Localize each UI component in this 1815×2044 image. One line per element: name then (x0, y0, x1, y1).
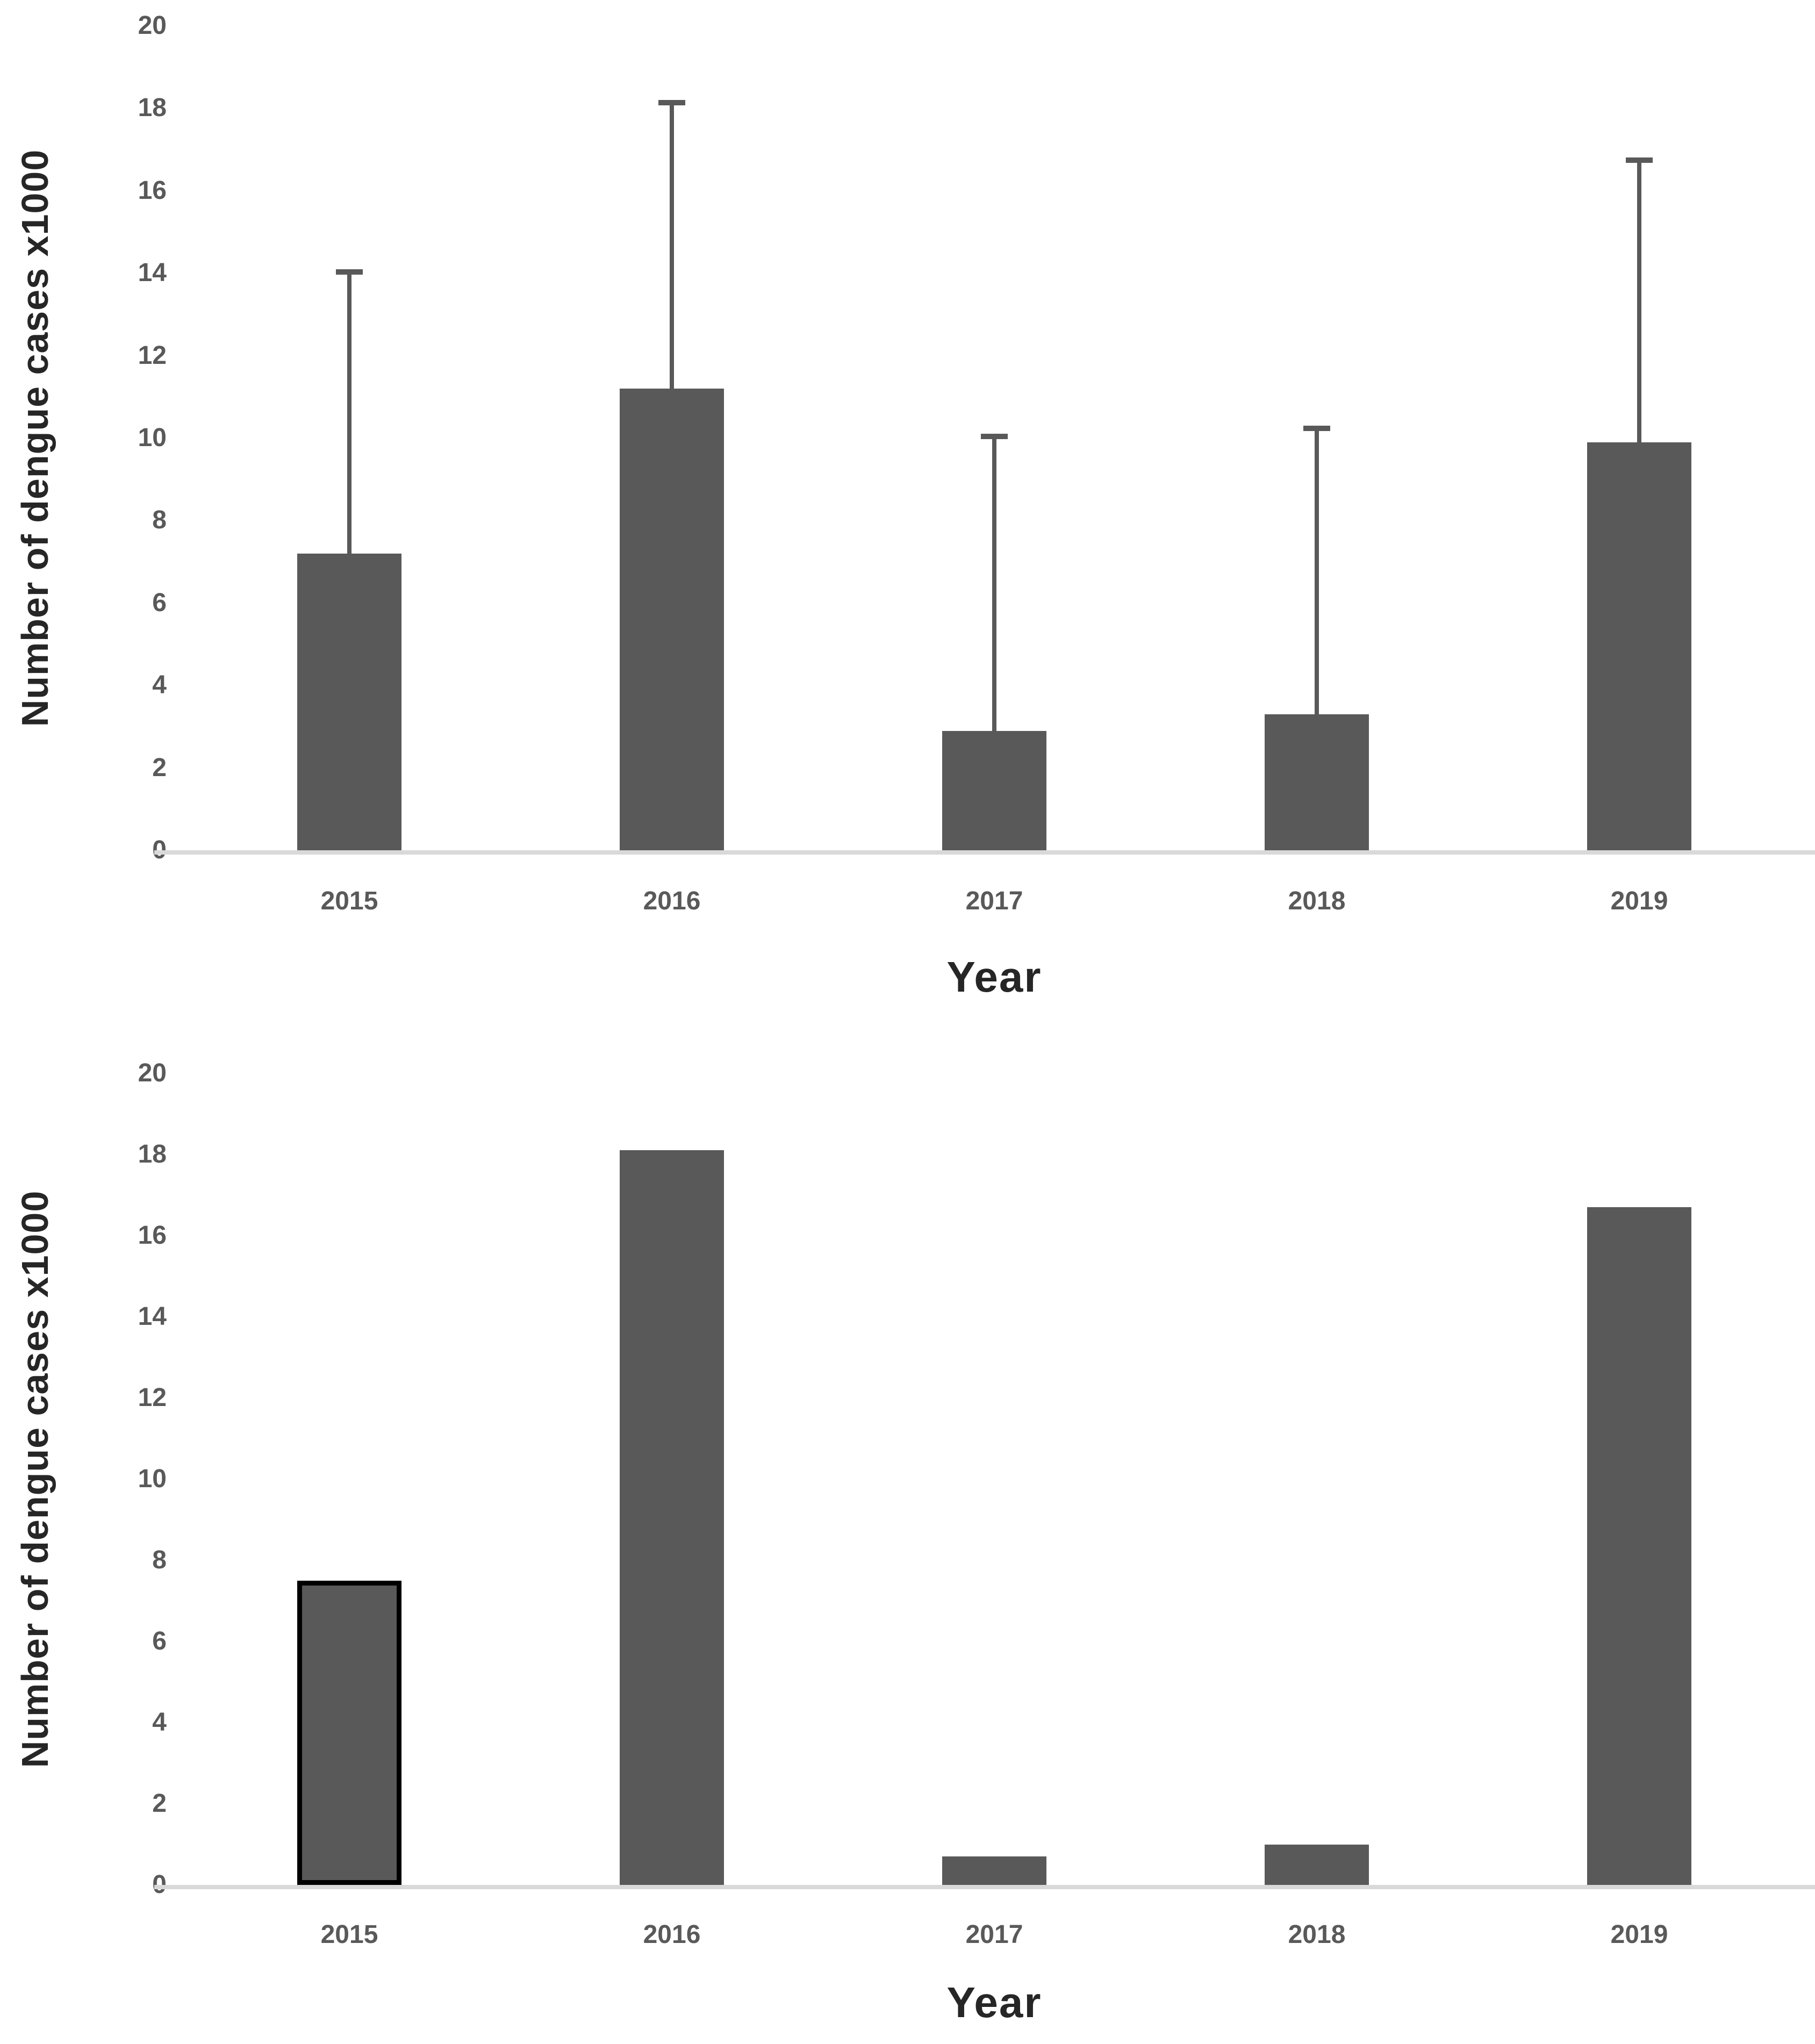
error-bar-cap-2017 (981, 434, 1008, 440)
y-tick-label: 0 (81, 835, 167, 865)
y-tick-label: 4 (152, 1708, 167, 1737)
y-tick-label: 10 (138, 424, 167, 452)
y-axis-title-top-chart: Number of dengue cases x1000 (14, 149, 56, 727)
y-tick-label: 18 (138, 94, 167, 123)
bar-2017 (942, 730, 1046, 850)
x-tick-label-2015: 2015 (320, 887, 378, 915)
x-tick-label-2015: 2015 (320, 1920, 378, 1949)
bar-2018 (1265, 1844, 1369, 1885)
x-tick-label-2017: 2017 (965, 887, 1023, 915)
error-bar-cap-2016 (658, 100, 685, 106)
y-tick-label: 0 (81, 1870, 167, 1900)
bar-2015 (297, 1580, 401, 1885)
y-tick-label: 14 (138, 259, 167, 288)
bar-2018 (1265, 714, 1369, 850)
y-tick-label: 6 (152, 588, 167, 617)
x-tick-label-2018: 2018 (1288, 1920, 1346, 1949)
bar-2019 (1587, 1207, 1691, 1885)
y-tick-label: 8 (152, 506, 167, 535)
y-tick-label: 20 (138, 11, 167, 40)
x-axis-line (154, 1885, 1815, 1889)
x-tick-label-2019: 2019 (1610, 887, 1668, 915)
y-tick-label: 4 (152, 671, 167, 700)
bar-2017 (942, 1856, 1046, 1885)
y-tick-label: 12 (138, 1383, 167, 1412)
bar-2016 (620, 1150, 724, 1885)
y-tick-label: 14 (138, 1302, 167, 1331)
error-bar-cap-2015 (336, 269, 363, 275)
y-tick-label: 2 (152, 1789, 167, 1818)
y-tick-label: 6 (152, 1627, 167, 1655)
y-tick-label: 10 (138, 1465, 167, 1493)
x-tick-label-2016: 2016 (643, 1920, 701, 1949)
x-axis-title-bottom-chart: Year (946, 1978, 1042, 2026)
error-bar-line-2018 (1315, 425, 1319, 714)
bar-2015 (297, 553, 401, 850)
bar-2019 (1587, 442, 1691, 850)
y-tick-label: 18 (138, 1140, 167, 1168)
y-tick-label: 16 (138, 1221, 167, 1250)
y-tick-label: 2 (152, 753, 167, 782)
y-tick-label: 8 (152, 1546, 167, 1574)
y-axis-title-bottom-chart: Number of dengue cases x1000 (14, 1190, 56, 1768)
y-tick-label: 12 (138, 341, 167, 370)
x-axis-title-top-chart: Year (946, 953, 1042, 1001)
error-bar-line-2019 (1637, 157, 1641, 442)
error-bar-line-2016 (670, 100, 674, 389)
x-tick-label-2019: 2019 (1610, 1920, 1668, 1949)
error-bar-cap-2018 (1303, 425, 1330, 431)
error-bar-line-2017 (992, 434, 996, 731)
x-tick-label-2017: 2017 (965, 1920, 1023, 1949)
y-tick-label: 16 (138, 176, 167, 205)
y-tick-label: 20 (138, 1059, 167, 1087)
x-axis-line (154, 850, 1815, 855)
x-tick-label-2016: 2016 (643, 887, 701, 915)
x-tick-label-2018: 2018 (1288, 887, 1346, 915)
error-bar-cap-2019 (1626, 157, 1653, 163)
error-bar-line-2015 (347, 269, 351, 554)
bar-2016 (620, 388, 724, 850)
